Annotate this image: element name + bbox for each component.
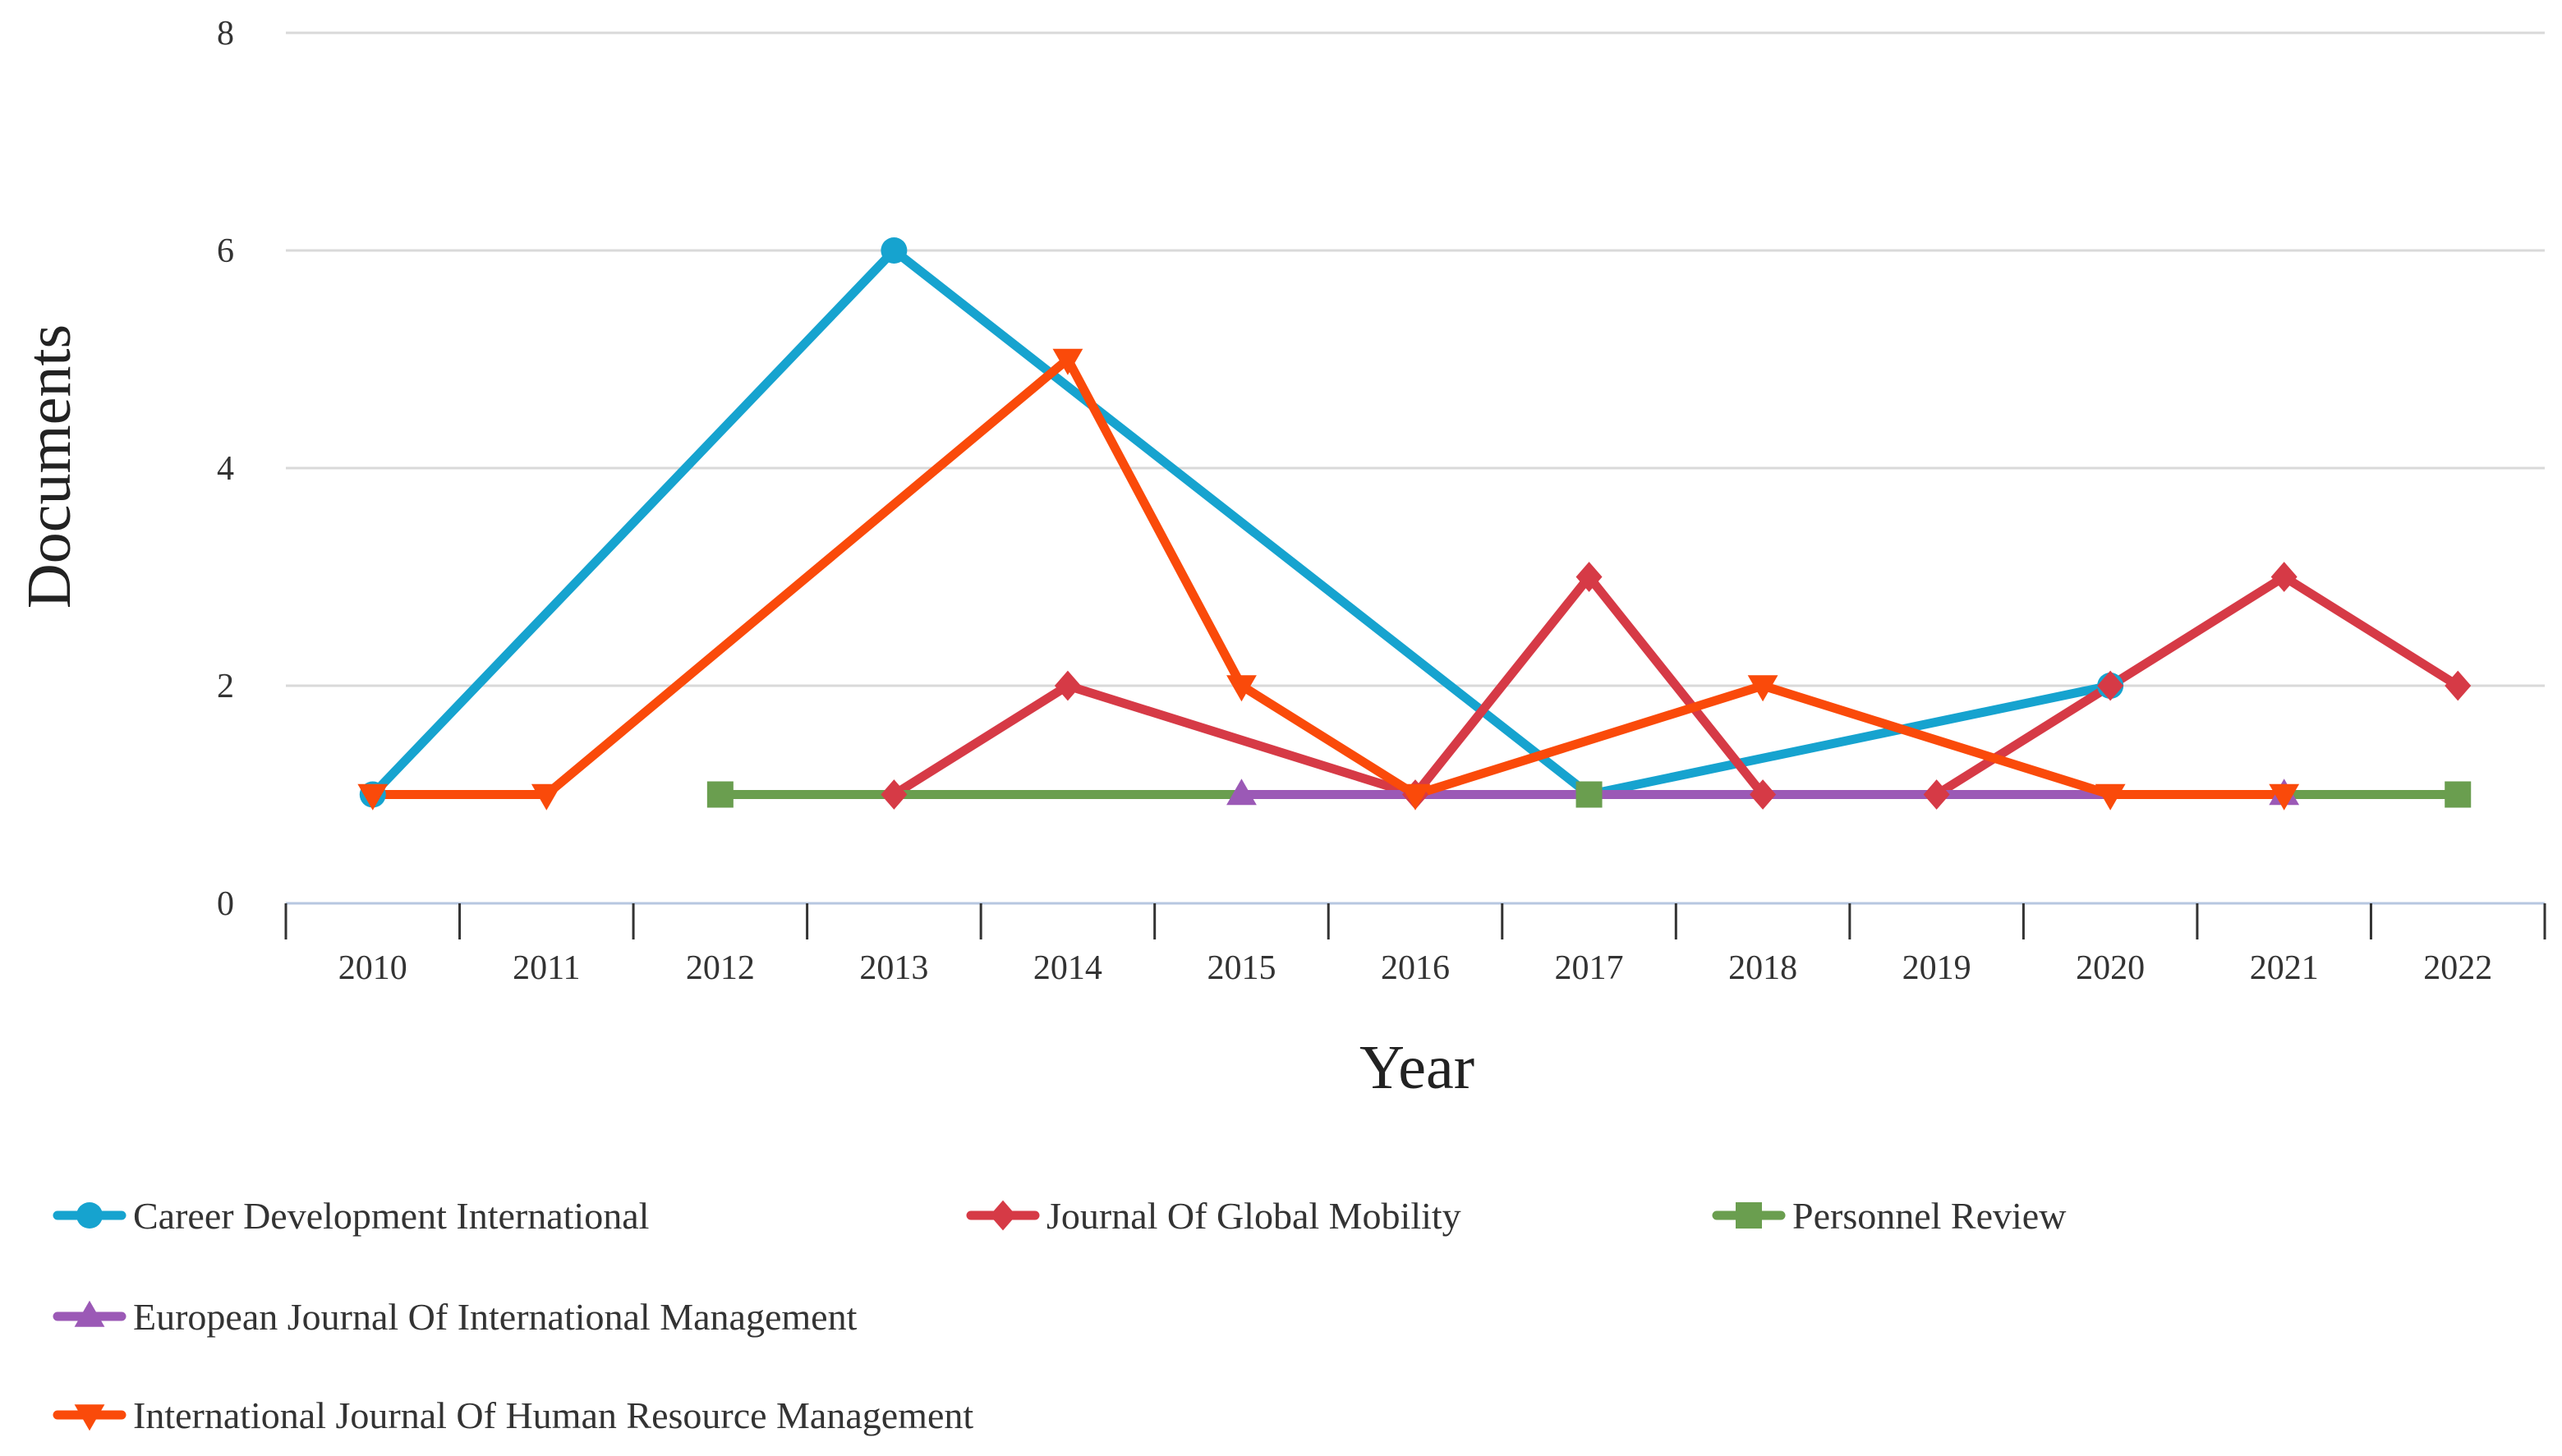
data-point-series-5 bbox=[1400, 783, 1431, 811]
x-tick-label: 2011 bbox=[513, 949, 580, 987]
legend-item-3: Personnel Review bbox=[1712, 1195, 2067, 1237]
y-axis: 0 2 4 6 8 bbox=[217, 15, 234, 923]
data-point-series-5 bbox=[357, 783, 389, 811]
data-point-series-2 bbox=[1750, 779, 1777, 810]
x-tick-label: 2020 bbox=[2076, 949, 2145, 987]
legend-marker bbox=[74, 1404, 105, 1431]
series-line-5 bbox=[368, 355, 2289, 799]
legend-label: Career Development International bbox=[133, 1195, 649, 1237]
x-tick-label: 2016 bbox=[1381, 949, 1450, 987]
x-tick-label: 2012 bbox=[686, 949, 755, 987]
series-line-1 bbox=[368, 246, 2115, 799]
data-point-series-5 bbox=[1747, 675, 1778, 702]
x-tick-label: 2018 bbox=[1728, 949, 1797, 987]
x-tick-label: 2019 bbox=[1902, 949, 1971, 987]
x-tick-label: 2017 bbox=[1555, 949, 1624, 987]
x-tick-label: 2021 bbox=[2250, 949, 2319, 987]
x-tick-label: 2013 bbox=[859, 949, 928, 987]
legend-marker bbox=[1736, 1202, 1762, 1229]
legend-item-4: European Journal Of International Manage… bbox=[53, 1296, 858, 1338]
legend-label: Personnel Review bbox=[1792, 1195, 2067, 1237]
data-point-series-4 bbox=[1226, 779, 1257, 806]
legend-label: International Journal Of Human Resource … bbox=[133, 1394, 973, 1436]
y-tick-label: 4 bbox=[217, 450, 234, 488]
y-tick-label: 6 bbox=[217, 232, 234, 270]
data-point-series-2 bbox=[1054, 670, 1081, 701]
data-point-series-2 bbox=[1575, 562, 1603, 592]
data-point-series-5 bbox=[531, 783, 562, 811]
y-tick-label: 0 bbox=[217, 885, 234, 923]
data-point-series-5 bbox=[2269, 783, 2300, 811]
data-point-series-5 bbox=[1226, 675, 1257, 702]
data-point-series-3 bbox=[1575, 781, 1603, 808]
legend-label: European Journal Of International Manage… bbox=[133, 1296, 858, 1338]
legend-item-1: Career Development International bbox=[53, 1195, 649, 1237]
data-point-series-3 bbox=[2445, 781, 2472, 808]
series-lines bbox=[368, 246, 2463, 799]
series-markers bbox=[357, 237, 2472, 811]
y-tick-label: 2 bbox=[217, 668, 234, 705]
x-axis: 2010 2011 2012 2013 2014 2015 2016 2017 2018 2019… bbox=[284, 902, 2546, 987]
x-tick-label: 2015 bbox=[1207, 949, 1276, 987]
legend-item-5: International Journal Of Human Resource … bbox=[53, 1394, 973, 1436]
legend-item-2: Journal Of Global Mobility bbox=[966, 1195, 1461, 1237]
gridlines bbox=[286, 31, 2545, 687]
data-point-series-2 bbox=[881, 779, 908, 810]
legend-marker bbox=[990, 1200, 1016, 1231]
legend-label: Journal Of Global Mobility bbox=[1046, 1195, 1461, 1237]
x-tick-label: 2010 bbox=[338, 949, 407, 987]
legend-marker bbox=[76, 1202, 103, 1229]
data-point-series-3 bbox=[706, 781, 734, 808]
x-tick-label: 2022 bbox=[2423, 949, 2492, 987]
x-axis-title: Year bbox=[1359, 1033, 1474, 1102]
y-axis-title: Documents bbox=[15, 324, 84, 609]
y-tick-label: 8 bbox=[217, 15, 234, 53]
legend: Career Development International Journal … bbox=[53, 1195, 2067, 1436]
data-point-series-1 bbox=[881, 237, 908, 264]
data-point-series-2 bbox=[2270, 562, 2298, 592]
data-point-series-5 bbox=[1052, 348, 1083, 375]
data-point-series-5 bbox=[2095, 783, 2126, 811]
x-tick-label: 2014 bbox=[1033, 949, 1102, 987]
data-point-series-2 bbox=[2445, 670, 2472, 701]
data-point-series-2 bbox=[2097, 670, 2124, 701]
legend-marker bbox=[74, 1300, 105, 1327]
data-point-series-2 bbox=[1923, 779, 1950, 810]
